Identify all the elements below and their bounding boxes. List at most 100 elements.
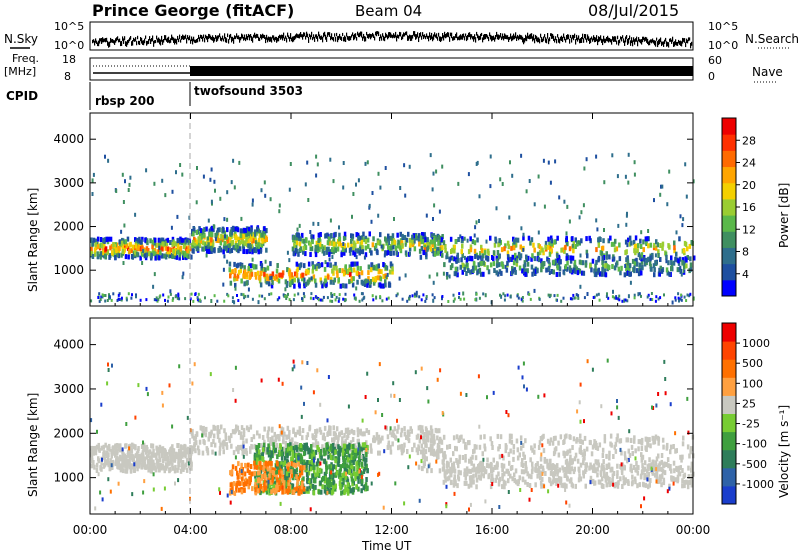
nsky-point — [533, 34, 535, 41]
velocity-cell — [264, 449, 268, 455]
nsky-point — [190, 39, 192, 44]
nsky-point — [318, 31, 320, 37]
power-cell — [208, 228, 212, 234]
nsky-point — [594, 36, 596, 43]
power-cell — [233, 261, 236, 267]
power-cell — [487, 269, 491, 275]
power-cell — [422, 293, 425, 297]
nsky-point — [396, 35, 398, 42]
velocity-cell — [145, 454, 149, 460]
nsky-point — [201, 35, 203, 39]
power-cell — [302, 246, 305, 251]
velocity-cell — [249, 424, 253, 430]
nsky-point — [118, 39, 120, 43]
nsky-point — [607, 35, 609, 42]
power-cell — [371, 276, 375, 282]
nsky-point — [657, 41, 659, 48]
velocity-cell — [126, 461, 130, 467]
power-cell — [115, 242, 119, 248]
power-cell — [158, 245, 161, 250]
power-cell — [538, 250, 542, 256]
power-cell — [96, 251, 99, 257]
power-cell — [554, 258, 558, 264]
power-cell — [320, 244, 324, 249]
velocity-cell — [596, 460, 599, 466]
nsky-point — [273, 35, 275, 41]
power-cell — [399, 186, 402, 190]
nsky-point — [364, 36, 366, 42]
velocity-cell — [497, 471, 500, 477]
velocity-cell — [660, 459, 663, 465]
power-cell — [163, 253, 166, 259]
power-cell — [333, 293, 336, 296]
power-cell — [317, 232, 321, 238]
power-cell — [682, 269, 685, 273]
power-cell — [388, 241, 391, 246]
power-cell — [277, 278, 281, 284]
power-cell — [316, 245, 320, 251]
velocity-cell — [158, 453, 161, 459]
velocity-cell — [550, 465, 553, 470]
nsky-point — [371, 34, 373, 38]
power-cell — [688, 243, 692, 249]
power-cell — [330, 292, 333, 296]
velocity-cell — [655, 456, 659, 462]
power-cell — [104, 294, 107, 297]
power-cell — [114, 255, 117, 261]
power-cell — [573, 267, 576, 273]
velocity-cell — [154, 467, 158, 473]
velocity-cell — [551, 440, 555, 446]
power-cell — [210, 225, 214, 231]
power-cell — [681, 248, 685, 254]
power-cell — [493, 268, 496, 273]
nsky-point — [386, 34, 388, 38]
power-cell — [521, 299, 524, 303]
power-cell — [301, 276, 304, 282]
velocity-cell — [661, 437, 665, 443]
power-cell — [288, 269, 292, 275]
velocity-cell — [256, 430, 259, 436]
power-cell — [230, 230, 234, 236]
power-cell — [234, 226, 237, 232]
velocity-cell — [187, 452, 191, 458]
velocity-cell — [223, 428, 226, 434]
power-cell — [449, 236, 453, 242]
velocity-cell — [582, 473, 585, 479]
power-cell — [641, 264, 644, 270]
power-cell — [351, 282, 355, 288]
velocity-cell — [649, 443, 652, 449]
velocity-cell — [442, 460, 445, 466]
power-cell — [318, 241, 322, 247]
nsky-point — [316, 34, 318, 39]
power-cell — [382, 283, 385, 289]
power-cell — [126, 236, 130, 242]
power-cell — [169, 289, 172, 294]
power-cell — [404, 193, 407, 198]
nsky-point — [255, 34, 257, 39]
power-cell — [234, 286, 237, 291]
velocity-cell — [646, 468, 649, 474]
power-cell — [466, 238, 469, 243]
velocity-cell — [556, 477, 559, 483]
power-cell — [465, 261, 469, 267]
velocity-cell — [521, 443, 525, 448]
nsky-point — [627, 39, 629, 45]
velocity-cell — [296, 429, 300, 435]
velocity-cell — [332, 425, 335, 431]
power-cell — [311, 261, 314, 267]
power-cell — [102, 250, 105, 256]
power-cell — [145, 252, 149, 258]
power-cell — [465, 271, 468, 276]
power-cell — [344, 247, 347, 253]
power-cell — [367, 243, 370, 249]
power-cell — [319, 232, 322, 237]
nsky-point — [397, 34, 399, 39]
power-cell — [238, 160, 241, 165]
velocity-cell — [294, 431, 297, 437]
power-cell — [533, 288, 536, 293]
power-cell — [305, 268, 308, 274]
power-cell — [436, 272, 439, 277]
nsky-point — [602, 39, 604, 46]
velocity-cell — [614, 482, 618, 487]
power-cell — [222, 249, 225, 255]
